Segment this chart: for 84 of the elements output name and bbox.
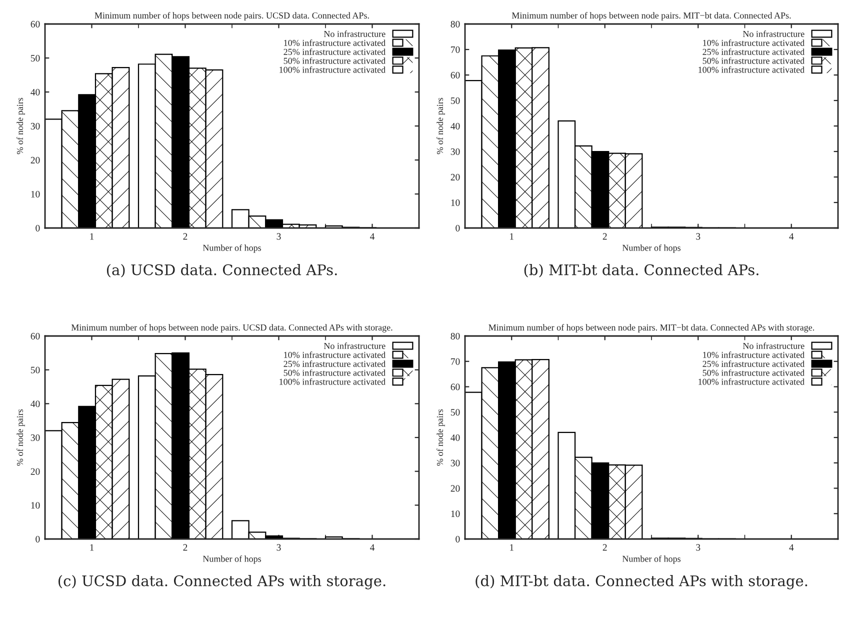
y-tick-label: 20 [450,485,460,492]
y-tick-label: 40 [30,88,40,96]
y-tick-label: 40 [450,434,460,441]
x-tick-label: 2 [602,233,607,240]
y-tick-label: 40 [450,122,460,130]
y-tick-label: 10 [451,199,460,206]
x-axis-title: Number of hops [202,244,262,253]
y-tick-label: 60 [450,72,460,78]
y-tick-label: 40 [30,400,40,408]
x-tick-label: 3 [696,544,700,551]
legend-label: 10% infrastructure activated [703,352,804,358]
x-tick-label: 1 [510,544,514,551]
legend-label: 50% infrastructure activated [702,57,804,64]
y-tick-label: 70 [451,46,460,53]
y-tick-label: 80 [450,332,460,340]
legend-label: 50% infrastructure activated [702,369,804,376]
legend-label: No infrastructure [324,30,386,37]
y-axis-title: % of node pairs [436,409,445,466]
y-axis-title: % of node pairs [16,409,25,466]
y-tick-label: 50 [450,409,460,416]
y-tick-label: 60 [450,384,460,390]
legend-label: 25% infrastructure activated [702,48,804,55]
legend-label: 25% infrastructure activated [284,48,386,55]
y-tick-label: 10 [31,502,40,509]
x-tick-label: 3 [276,544,281,551]
y-tick-label: 70 [451,358,460,365]
legend-label: 100% infrastructure activated [698,66,804,73]
text: (a) UCSD data. Connected APs. [106,264,337,278]
y-tick-label: 0 [36,224,40,232]
y-tick-label: 60 [30,20,40,28]
legend-label: 10% infrastructure activated [703,40,804,46]
y-tick-label: 30 [450,148,460,155]
y-tick-label: 30 [450,460,460,466]
legend-label: No infrastructure [742,342,804,349]
legend-label: 10% infrastructure activated [284,40,386,46]
x-axis-title: Number of hops [202,555,262,564]
y-tick-label: 20 [30,156,40,164]
chart-title: Minimum number of hops between node pairs. UCSD data. Connected APs with storage. [71,324,392,332]
y-tick-label: 0 [456,224,460,232]
x-axis-title: Number of hops [622,555,681,564]
y-axis-title: % of node pairs [16,98,25,154]
x-tick-label: 3 [696,233,700,240]
legend-label: 25% infrastructure activated [284,360,386,367]
y-tick-label: 50 [450,97,460,104]
y-tick-label: 30 [30,122,40,130]
x-tick-label: 1 [510,233,514,240]
chart-title: Minimum number of hops between node pairs. MIT−bt data. Connected APs with storage. [488,324,814,332]
legend-label: 50% infrastructure activated [284,369,386,376]
y-tick-label: 0 [456,536,460,542]
x-tick-label: 1 [90,233,94,240]
legend-label: 50% infrastructure activated [284,57,386,64]
x-tick-label: 4 [370,233,375,240]
y-tick-label: 50 [30,54,40,62]
y-tick-label: 30 [30,434,40,441]
y-tick-label: 10 [31,190,40,198]
text: (b) MIT-bt data. Connected APs. [524,264,758,278]
legend-label: No infrastructure [742,30,804,37]
x-tick-label: 2 [602,544,607,551]
x-tick-label: 4 [789,233,794,240]
y-axis-title: % of node pairs [436,98,445,154]
y-tick-label: 50 [30,366,40,374]
chart-title: Minimum number of hops between node pairs. UCSD data. Connected APs. [94,12,369,20]
legend-label: 100% infrastructure activated [280,378,386,385]
legend-label: 25% infrastructure activated [702,360,804,367]
chart-title: Minimum number of hops between node pairs. MIT−bt data. Connected APs. [512,12,791,20]
x-axis-title: Number of hops [622,244,681,253]
x-tick-label: 4 [370,544,375,551]
x-tick-label: 4 [789,544,794,551]
legend-label: No infrastructure [324,342,386,349]
y-tick-label: 80 [450,20,460,28]
y-tick-label: 20 [30,468,40,475]
text: (c) UCSD data. Connected APs with storage. [58,575,386,590]
y-tick-label: 20 [450,174,460,180]
x-tick-label: 2 [183,233,188,240]
y-tick-label: 10 [451,510,460,518]
legend-label: 10% infrastructure activated [284,352,386,358]
x-tick-label: 1 [90,544,94,551]
y-tick-label: 0 [36,536,40,542]
x-tick-label: 2 [183,544,188,551]
x-tick-label: 3 [276,233,281,240]
legend-label: 100% infrastructure activated [280,66,386,73]
text: (d) MIT-bt data. Connected APs with storage. [476,575,808,590]
legend-label: 100% infrastructure activated [698,378,804,385]
y-tick-label: 60 [30,332,40,340]
